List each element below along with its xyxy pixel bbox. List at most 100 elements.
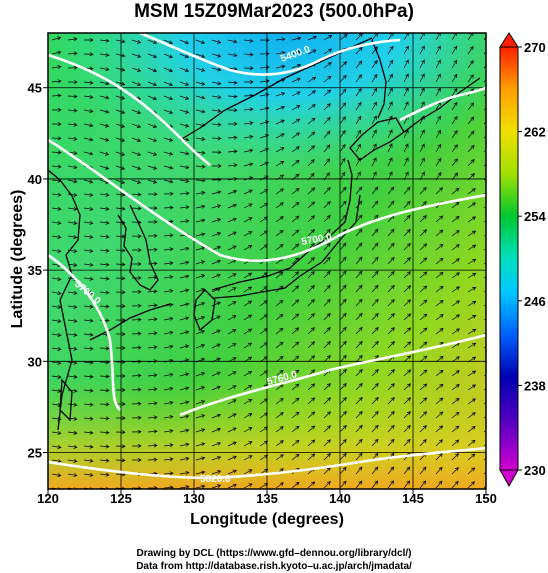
wind-arrow xyxy=(435,383,444,391)
wind-arrow xyxy=(51,249,62,254)
wind-arrow xyxy=(355,129,362,139)
wind-arrow xyxy=(355,410,363,419)
wind-arrow xyxy=(99,262,110,267)
wind-arrow xyxy=(451,328,460,335)
wind-arrow xyxy=(275,243,284,251)
wind-arrow xyxy=(435,73,441,83)
wind-arrow xyxy=(387,45,394,55)
wind-arrow xyxy=(275,482,284,489)
wind-arrow xyxy=(259,482,269,489)
wind-arrow xyxy=(275,229,284,237)
wind-arrow xyxy=(51,36,62,41)
wind-arrow xyxy=(275,216,284,223)
wind-arrow xyxy=(147,485,158,489)
wind-arrow xyxy=(483,485,486,489)
wind-arrow xyxy=(83,137,94,142)
wind-arrow xyxy=(291,50,302,55)
wind-arrow xyxy=(179,302,190,307)
wind-arrow xyxy=(403,438,411,447)
wind-arrow xyxy=(83,332,94,337)
wind-arrow xyxy=(403,228,411,237)
wind-arrow xyxy=(211,108,222,113)
wind-arrow xyxy=(115,388,126,392)
wind-arrow xyxy=(355,340,363,349)
wind-arrow xyxy=(387,369,395,377)
wind-arrow xyxy=(291,271,300,279)
wind-arrow xyxy=(355,298,363,307)
wind-arrow xyxy=(275,64,286,69)
wind-arrow xyxy=(291,411,300,419)
wind-arrow xyxy=(291,105,301,111)
wind-arrow xyxy=(195,95,206,100)
wind-arrow xyxy=(307,215,315,223)
wind-arrow xyxy=(467,74,474,83)
wind-arrow xyxy=(339,466,347,475)
credit-drawing: Drawing by DCL (https://www.gfd–dennou.o… xyxy=(136,548,412,559)
wind-arrow xyxy=(211,190,222,195)
wind-arrow xyxy=(147,247,158,252)
wind-arrow xyxy=(355,354,363,363)
wind-arrow xyxy=(451,258,460,265)
wind-arrow xyxy=(355,46,363,55)
wind-arrow xyxy=(83,151,94,156)
wind-arrow xyxy=(355,74,362,83)
wind-arrow xyxy=(403,285,412,293)
wind-arrow xyxy=(323,158,331,167)
wind-arrow xyxy=(307,341,315,349)
wind-arrow xyxy=(275,160,285,167)
wind-arrow xyxy=(355,452,363,461)
wind-arrow xyxy=(403,313,412,321)
coastlines xyxy=(48,37,481,431)
wind-arrow xyxy=(147,95,158,101)
contour-5400 xyxy=(139,33,401,76)
wind-arrow xyxy=(435,271,444,279)
wind-arrow xyxy=(163,53,174,59)
wind-arrow xyxy=(147,206,158,211)
wind-arrow xyxy=(371,396,379,405)
wind-arrow xyxy=(483,79,486,83)
wind-arrow xyxy=(115,39,126,44)
wind-arrow xyxy=(83,206,94,211)
wind-arrow xyxy=(419,215,427,223)
wind-arrow xyxy=(291,341,300,349)
wind-arrow xyxy=(243,217,253,223)
wind-arrow xyxy=(419,327,428,335)
wind-arrow xyxy=(387,59,394,69)
wind-arrow xyxy=(355,466,363,475)
wind-arrow xyxy=(355,242,363,251)
wind-arrow xyxy=(419,397,428,405)
wind-arrow xyxy=(115,165,126,170)
wind-arrow xyxy=(451,144,458,153)
wind-arrow xyxy=(179,372,190,377)
wind-arrow xyxy=(115,123,126,128)
wind-arrow xyxy=(419,369,428,377)
wind-arrow xyxy=(147,415,158,420)
wind-arrow xyxy=(147,123,158,128)
wind-arrow xyxy=(339,130,346,139)
wind-arrow xyxy=(435,439,443,447)
wind-arrow xyxy=(227,135,238,140)
wind-arrow xyxy=(51,445,62,449)
wind-arrow xyxy=(211,204,222,209)
wind-arrow xyxy=(179,316,190,321)
wind-arrow xyxy=(211,329,221,335)
wind-arrow xyxy=(147,151,158,156)
wind-arrow xyxy=(227,399,237,405)
wind-arrow xyxy=(403,45,409,55)
wind-arrow xyxy=(435,328,444,335)
wind-arrow xyxy=(483,51,486,55)
wind-arrow xyxy=(419,59,425,69)
wind-arrow xyxy=(243,79,254,84)
wind-arrow xyxy=(403,369,412,377)
wind-arrow xyxy=(307,76,317,83)
wind-arrow xyxy=(339,34,348,41)
wind-arrow xyxy=(195,81,206,86)
wind-arrow xyxy=(67,374,78,379)
wind-arrow xyxy=(323,397,331,405)
wind-arrow xyxy=(275,188,284,195)
wind-arrow xyxy=(195,109,206,114)
wind-arrow xyxy=(227,190,238,195)
wind-arrow xyxy=(307,411,316,419)
wind-arrow xyxy=(403,186,411,195)
wind-arrow xyxy=(451,397,460,405)
